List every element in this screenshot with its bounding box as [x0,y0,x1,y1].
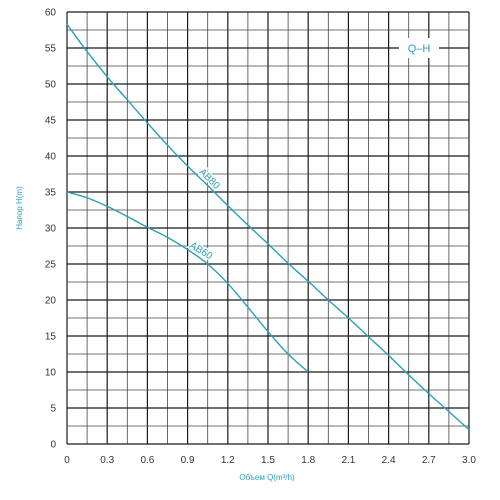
x-tick-label: 1.5 [261,455,275,466]
y-tick-label: 15 [45,332,57,343]
x-tick-label: 3.0 [462,455,476,466]
x-axis-ticks: 0 0.3 0.6 0.9 1.2 1.5 1.8 2.1 2.4 2.7 3.0 [64,455,476,466]
y-tick-label: 50 [45,80,57,91]
y-tick-label: 30 [45,224,57,235]
x-tick-label: 0.3 [100,455,114,466]
series-layer [66,23,470,431]
legend-box [399,38,439,58]
x-tick-label: 2.1 [341,455,355,466]
legend: Q–H [399,38,439,58]
series-line-ab60 [66,191,309,373]
y-tick-label: 45 [45,116,57,127]
y-axis-ticks: 0 5 10 15 20 25 30 35 40 45 50 55 60 [45,8,57,451]
legend-label: Q–H [408,43,431,55]
y-tick-label: 35 [45,188,57,199]
y-tick-label: 10 [45,368,57,379]
x-tick-label: 2.7 [422,455,436,466]
x-tick-label: 2.4 [382,455,396,466]
y-axis-title: Напор H(m) [15,186,24,230]
grid [66,11,470,445]
y-tick-label: 0 [50,440,56,451]
y-tick-label: 25 [45,260,57,271]
x-tick-label: 0.9 [181,455,195,466]
x-tick-label: 1.8 [301,455,315,466]
x-tick-label: 0.6 [140,455,154,466]
x-axis-title: Объем Q(m³/h) [239,473,295,482]
x-tick-label: 0 [64,455,70,466]
y-tick-label: 55 [45,44,57,55]
x-tick-label: 1.2 [221,455,235,466]
y-tick-label: 40 [45,152,57,163]
y-tick-label: 60 [45,8,57,19]
y-tick-label: 5 [50,404,56,415]
y-tick-label: 20 [45,296,57,307]
series-line-ab80 [66,23,470,431]
